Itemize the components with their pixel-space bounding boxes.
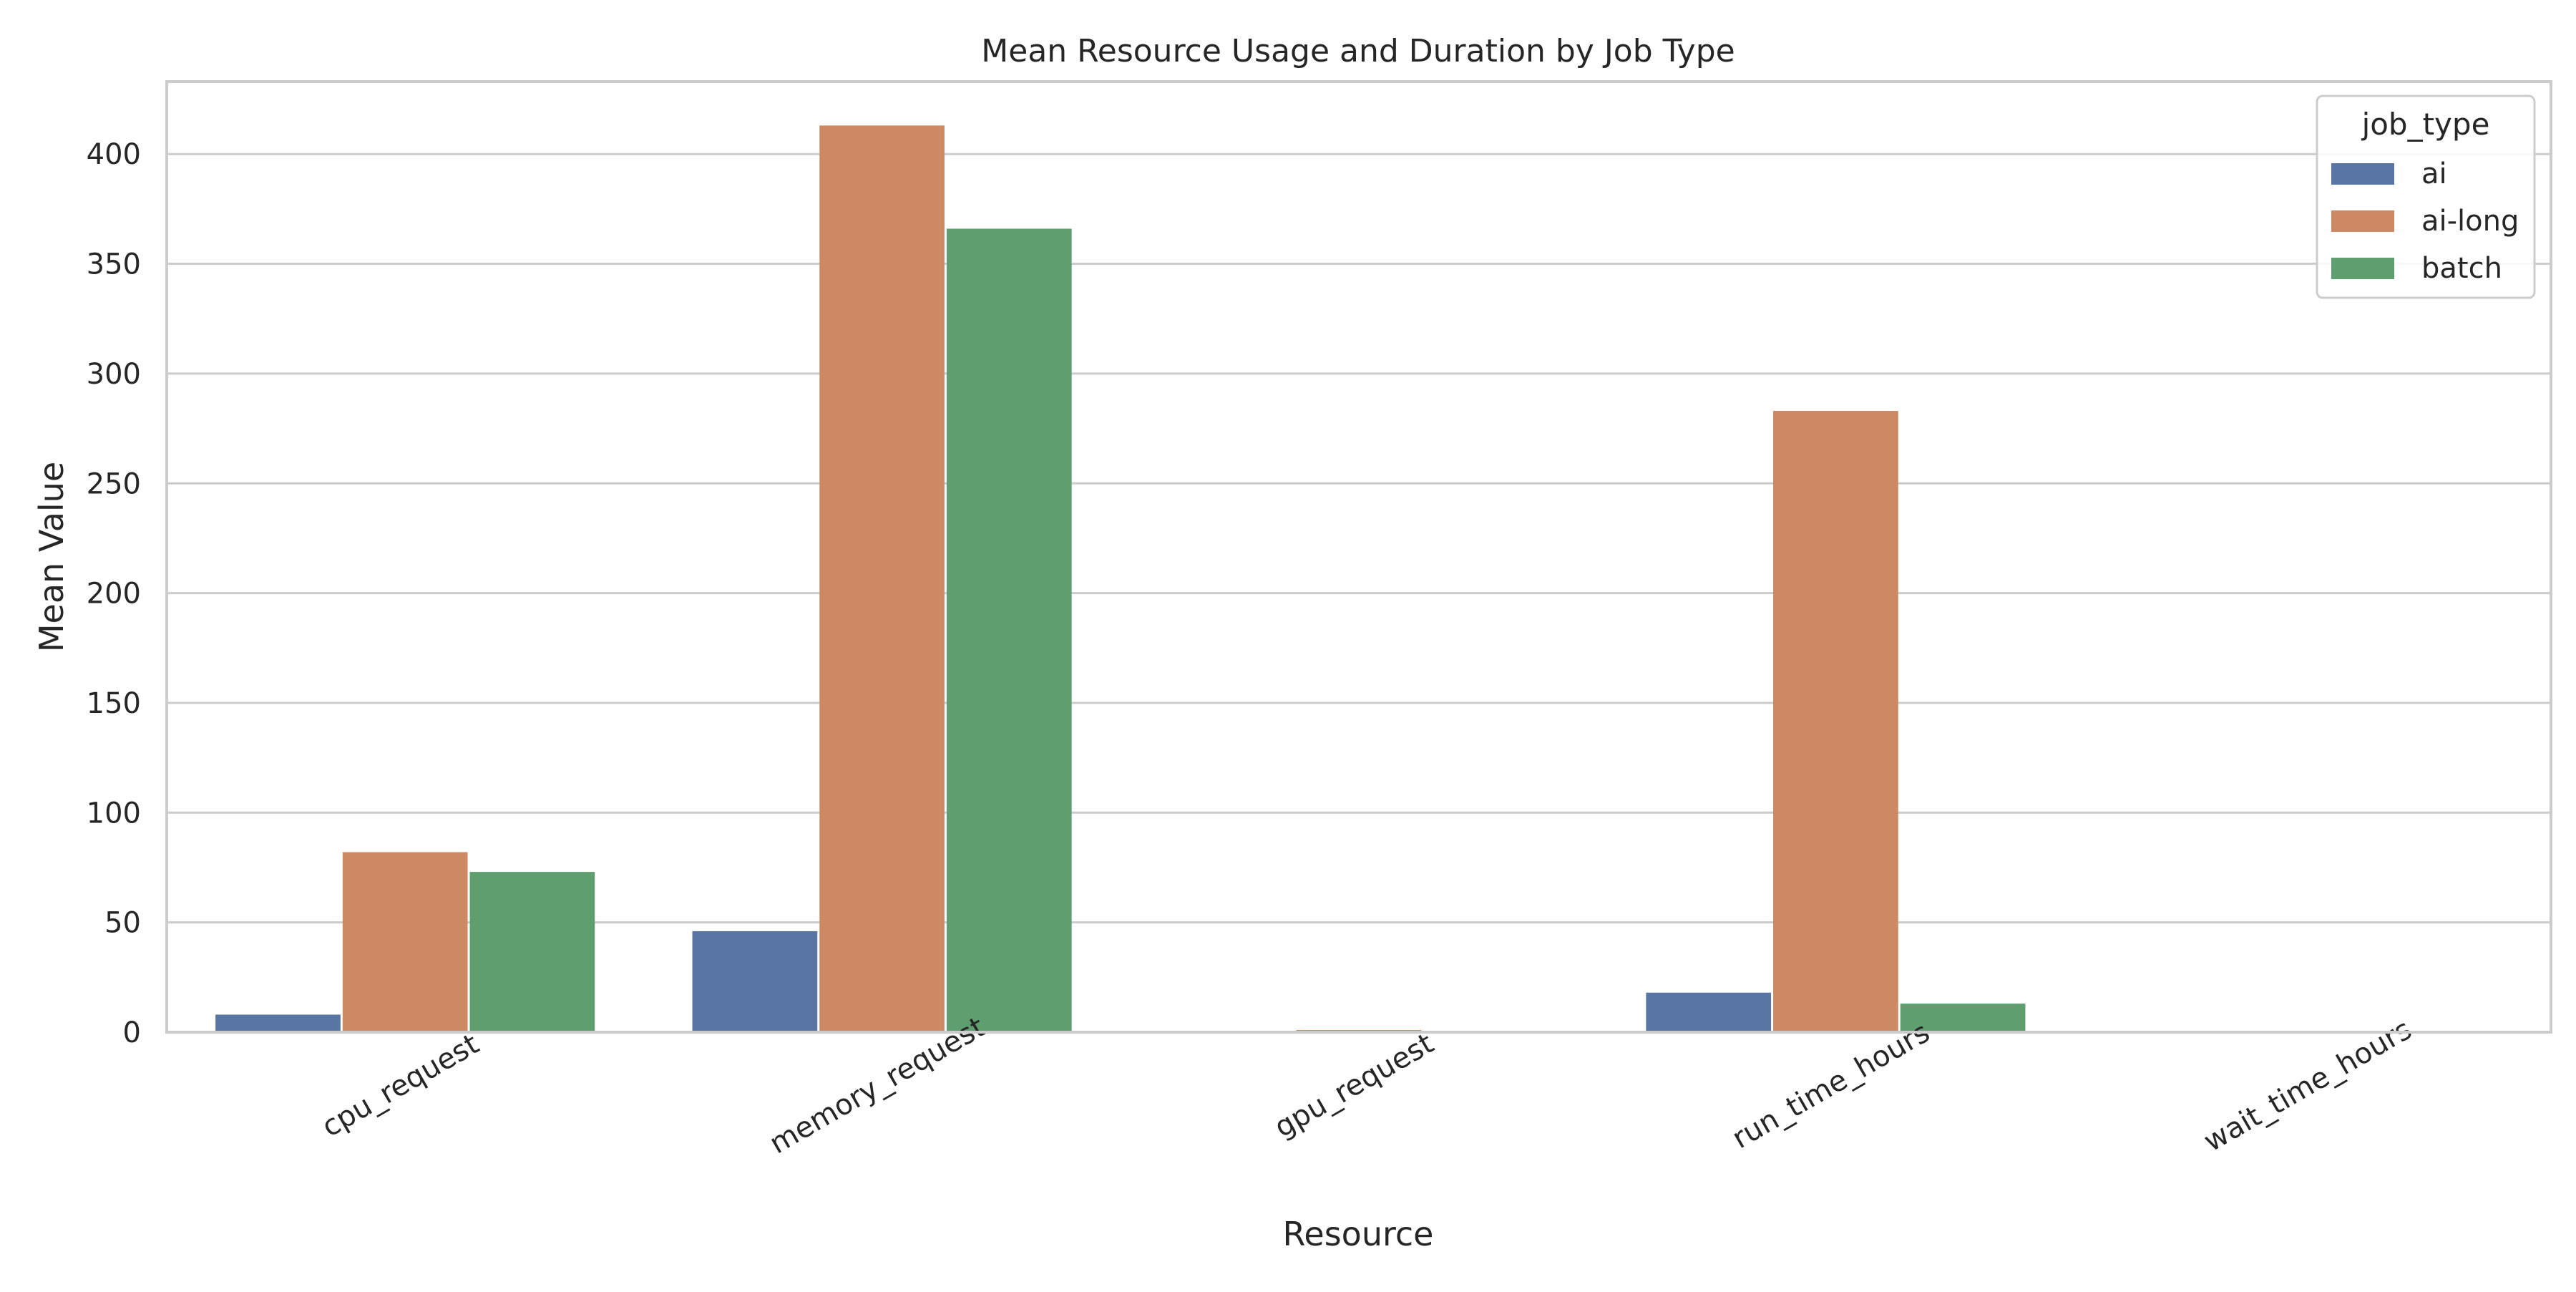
- chart-title: Mean Resource Usage and Duration by Job …: [981, 33, 1735, 69]
- x-axis-label: Resource: [1283, 1215, 1434, 1253]
- y-tick-label: 400: [87, 138, 141, 171]
- bar-batch-cpu_request: [470, 872, 595, 1032]
- legend-label-batch: batch: [2421, 252, 2502, 285]
- y-tick-label: 250: [87, 467, 141, 500]
- y-tick-label: 100: [87, 797, 141, 830]
- y-tick-label: 0: [123, 1016, 141, 1049]
- bar-ai-memory_request: [693, 931, 818, 1032]
- bar-ai-long-cpu_request: [343, 853, 468, 1032]
- y-tick-label: 150: [87, 687, 141, 720]
- legend-swatch-batch: [2331, 258, 2394, 279]
- bar-ai-long-run_time_hours: [1773, 411, 1898, 1032]
- legend-label-ai-long: ai-long: [2421, 205, 2519, 238]
- legend-swatch-ai-long: [2331, 210, 2394, 232]
- bar-ai-long-memory_request: [819, 125, 945, 1032]
- y-tick-label: 300: [87, 358, 141, 391]
- y-tick-label: 200: [87, 578, 141, 611]
- y-axis-label: Mean Value: [32, 462, 71, 652]
- bar-batch-memory_request: [947, 228, 1072, 1032]
- bar-ai-cpu_request: [215, 1014, 341, 1032]
- legend-label-ai: ai: [2421, 157, 2447, 190]
- legend-title: job_type: [2361, 107, 2490, 142]
- y-tick-label: 50: [104, 907, 141, 940]
- y-tick-label: 350: [87, 248, 141, 281]
- legend-swatch-ai: [2331, 163, 2394, 185]
- bar-ai-run_time_hours: [1646, 993, 1771, 1032]
